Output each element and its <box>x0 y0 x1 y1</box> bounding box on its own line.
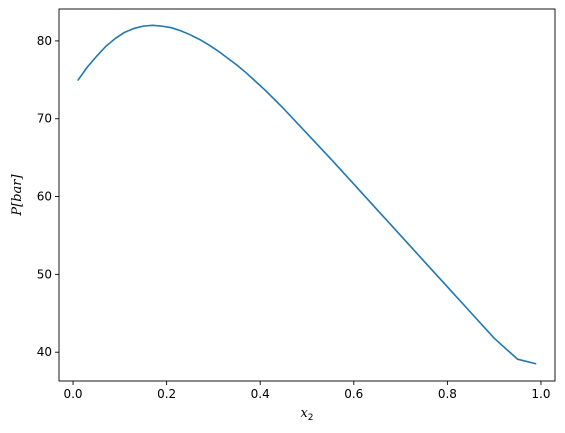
y-tick-label: 70 <box>37 112 52 126</box>
y-tick-label: 80 <box>37 34 52 48</box>
y-tick-label: 50 <box>37 267 52 281</box>
series-line-0 <box>77 24 537 365</box>
x-tick-label: 0.6 <box>344 387 363 401</box>
x-tick-label: 0.2 <box>157 387 176 401</box>
y-axis-ticks: 40 50 60 70 80 <box>37 34 59 359</box>
x-tick-label: 0.8 <box>438 387 457 401</box>
x-tick-label: 1.0 <box>531 387 550 401</box>
y-tick-label: 40 <box>37 345 52 359</box>
y-axis-label: P[bar] <box>10 173 25 216</box>
x-axis-label: x2 <box>300 406 313 423</box>
x-tick-label: 0.4 <box>251 387 270 401</box>
series-layer <box>77 24 537 365</box>
x-axis-ticks: 0.0 0.2 0.4 0.6 0.8 1.0 <box>63 381 551 401</box>
y-tick-label: 60 <box>37 190 52 204</box>
plot-frame <box>58 8 556 382</box>
x-tick-label: 0.0 <box>63 387 82 401</box>
plot-background <box>59 9 555 381</box>
